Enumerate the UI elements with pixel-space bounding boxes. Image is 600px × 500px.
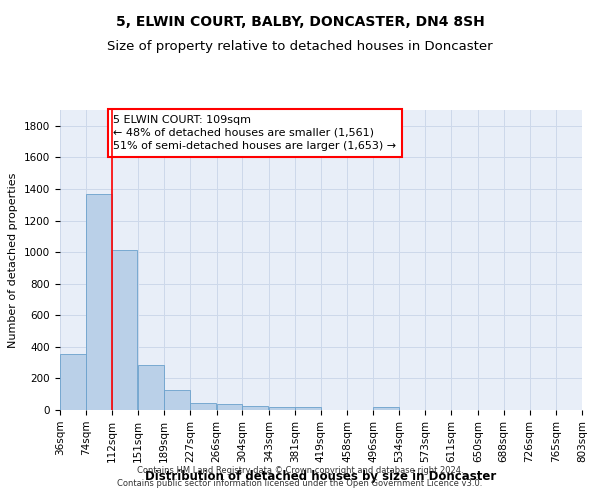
Bar: [139, 364, 164, 410]
Y-axis label: Number of detached properties: Number of detached properties: [8, 172, 19, 348]
Bar: [86, 194, 112, 410]
Bar: [217, 404, 242, 410]
Text: 5 ELWIN COURT: 109sqm
← 48% of detached houses are smaller (1,561)
51% of semi-d: 5 ELWIN COURT: 109sqm ← 48% of detached …: [113, 114, 396, 151]
Text: 5, ELWIN COURT, BALBY, DONCASTER, DN4 8SH: 5, ELWIN COURT, BALBY, DONCASTER, DN4 8S…: [116, 15, 484, 29]
Bar: [373, 406, 399, 410]
Text: Contains HM Land Registry data © Crown copyright and database right 2024.
Contai: Contains HM Land Registry data © Crown c…: [118, 466, 482, 487]
Bar: [60, 354, 86, 410]
Bar: [164, 390, 190, 410]
X-axis label: Distribution of detached houses by size in Doncaster: Distribution of detached houses by size …: [145, 470, 497, 483]
Text: Size of property relative to detached houses in Doncaster: Size of property relative to detached ho…: [107, 40, 493, 53]
Bar: [190, 403, 216, 410]
Bar: [112, 250, 137, 410]
Bar: [242, 406, 268, 410]
Bar: [295, 408, 320, 410]
Bar: [269, 406, 295, 410]
